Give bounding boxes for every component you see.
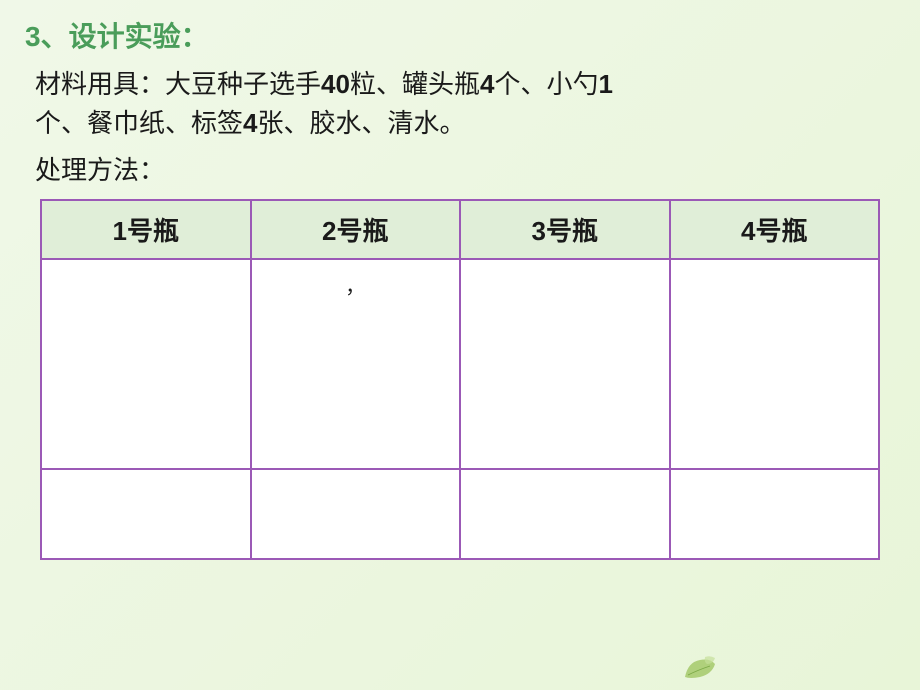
table-cell-4 (670, 259, 880, 469)
section-title: 3、设计实验： (25, 22, 209, 53)
table-header-row: 1号瓶 2号瓶 3号瓶 4号瓶 (41, 200, 879, 259)
materials-num-1: 40 (321, 69, 350, 99)
table-header-1: 1号瓶 (41, 200, 251, 259)
table-foot-cell-1 (41, 469, 251, 559)
table-wrapper: 1号瓶 2号瓶 3号瓶 4号瓶 ， (0, 189, 920, 570)
materials-text-4: 个、餐巾纸、标签 (35, 109, 243, 138)
method-label-text: 处理方法： (35, 156, 165, 185)
materials-block: 材料用具：大豆种子选手40粒、罐头瓶4个、小勺1 个、餐巾纸、标签4张、胶水、清… (0, 60, 920, 148)
section-title-text: 、设计实验： (41, 22, 209, 53)
header-4-num: 4 (741, 216, 755, 246)
table-header-3: 3号瓶 (460, 200, 670, 259)
header-3-txt: 号瓶 (546, 217, 598, 246)
header-2-num: 2 (322, 216, 336, 246)
materials-text-3: 个、小勺 (494, 70, 598, 99)
experiment-table: 1号瓶 2号瓶 3号瓶 4号瓶 ， (40, 199, 880, 560)
table-foot-cell-2 (251, 469, 461, 559)
materials-num-3: 1 (598, 69, 612, 99)
table-header-2: 2号瓶 (251, 200, 461, 259)
header-3-num: 3 (532, 216, 546, 246)
materials-text-2: 粒、罐头瓶 (350, 70, 480, 99)
table-foot-cell-3 (460, 469, 670, 559)
table-cell-3 (460, 259, 670, 469)
method-label: 处理方法： (0, 148, 920, 189)
materials-text-1: 大豆种子选手 (165, 70, 321, 99)
materials-text-5: 张、胶水、清水。 (257, 109, 465, 138)
table-foot-cell-4 (670, 469, 880, 559)
materials-label: 材料用具： (35, 70, 165, 99)
header-1-txt: 号瓶 (127, 217, 179, 246)
table-cell-2: ， (251, 259, 461, 469)
header-1-num: 1 (113, 216, 127, 246)
table-header-4: 4号瓶 (670, 200, 880, 259)
header-4-txt: 号瓶 (755, 217, 807, 246)
section-number: 3 (25, 21, 41, 52)
table-body-row: ， (41, 259, 879, 469)
table-cell-1 (41, 259, 251, 469)
section-header: 3、设计实验： (0, 0, 920, 60)
materials-num-2: 4 (480, 69, 494, 99)
leaf-icon (680, 652, 720, 682)
table-foot-row (41, 469, 879, 559)
header-2-txt: 号瓶 (336, 217, 388, 246)
materials-num-4: 4 (243, 108, 257, 138)
